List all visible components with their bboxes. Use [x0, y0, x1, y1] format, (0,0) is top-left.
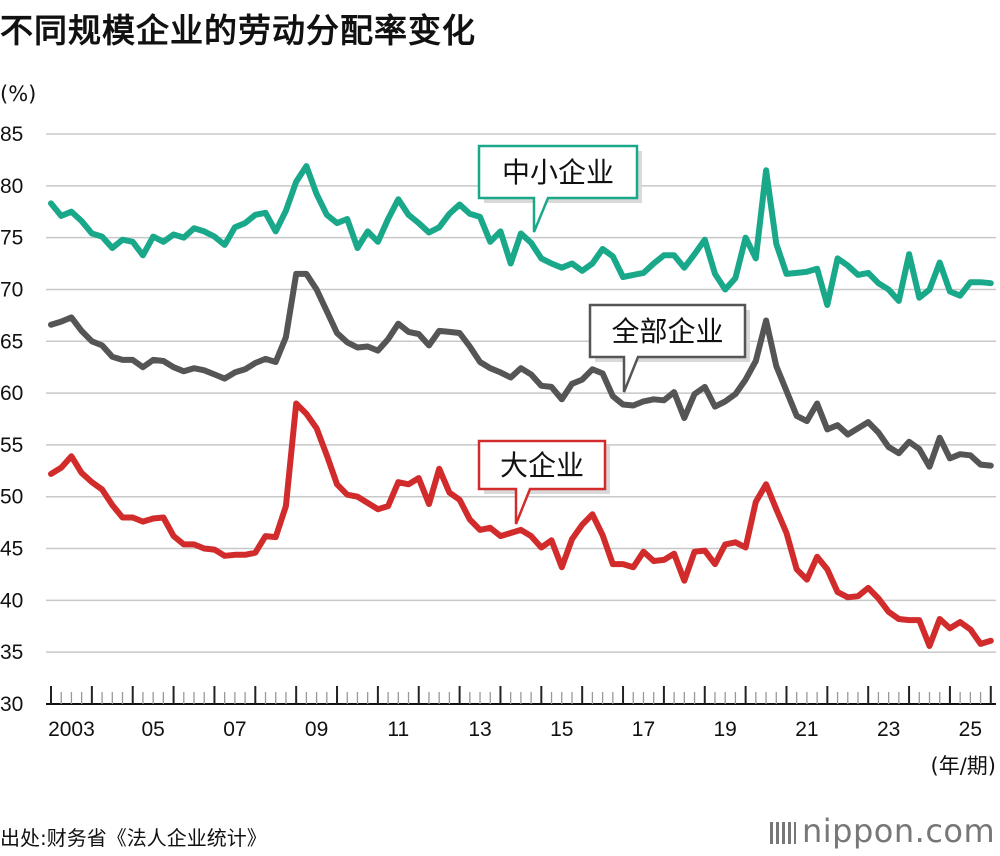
x-tick-label: 21: [795, 718, 818, 741]
x-tick-label: 17: [632, 718, 655, 741]
y-tick-label: 75: [0, 227, 23, 250]
x-tick-label: 05: [141, 718, 164, 741]
callout-0: 中小企业: [477, 144, 642, 233]
line-chart: 30 35 40 45 50 55 60 65 70 75 80 85 (%) 2003 05 07 09 11…: [0, 82, 996, 778]
logo-text: nippon.com: [802, 812, 996, 850]
x-axis: 2003 05 07 09 11 13 15 17 19 21 23 25 (年/期): [46, 686, 996, 778]
x-tick-label: 23: [877, 718, 900, 741]
y-tick-label: 30: [0, 693, 23, 716]
y-axis: 30 35 40 45 50 55 60 65 70 75 80 85 (%): [0, 82, 36, 716]
x-tick-label: 13: [468, 718, 491, 741]
x-tick-label: 25: [959, 718, 982, 741]
series-line-1: [48, 270, 994, 470]
x-tick-label: 11: [387, 718, 409, 741]
y-axis-label: (%): [0, 82, 36, 106]
x-tick-label: 07: [223, 718, 246, 741]
y-tick-label: 35: [0, 641, 23, 664]
nippon-logo: nippon.com: [770, 812, 995, 850]
y-tick-label: 65: [0, 330, 23, 353]
callout-2: 大企业: [477, 439, 610, 525]
series-label: 大企业: [500, 449, 584, 482]
x-tick-label: 15: [550, 718, 573, 741]
y-tick-label: 60: [0, 382, 23, 405]
x-tick-label: 19: [714, 718, 737, 741]
callout-1: 全部企业: [588, 303, 750, 393]
logo-bars-icon: [770, 822, 796, 844]
series-line-2: [48, 400, 994, 649]
x-axis-label: (年/期): [931, 754, 996, 778]
y-tick-label: 55: [0, 434, 23, 457]
series-label: 中小企业: [502, 156, 614, 189]
callout-box: [588, 303, 747, 393]
series-line-0: [48, 163, 994, 308]
series-lines: [48, 163, 994, 649]
y-tick-label: 85: [0, 123, 23, 146]
series-label: 全部企业: [611, 315, 723, 348]
source-note: 出处:财务省《法人企业统计》: [0, 826, 267, 850]
chart-title: 不同规模企业的劳动分配率变化: [0, 11, 476, 50]
y-tick-label: 80: [0, 175, 23, 198]
y-tick-label: 70: [0, 278, 23, 301]
y-tick-label: 50: [0, 486, 23, 509]
callout-box: [477, 144, 639, 233]
gridlines: [46, 133, 996, 653]
y-tick-label: 45: [0, 538, 23, 561]
callout-box: [477, 439, 607, 525]
x-tick-label: 2003: [48, 718, 95, 741]
x-tick-label: 09: [305, 718, 328, 741]
y-tick-label: 40: [0, 589, 23, 612]
